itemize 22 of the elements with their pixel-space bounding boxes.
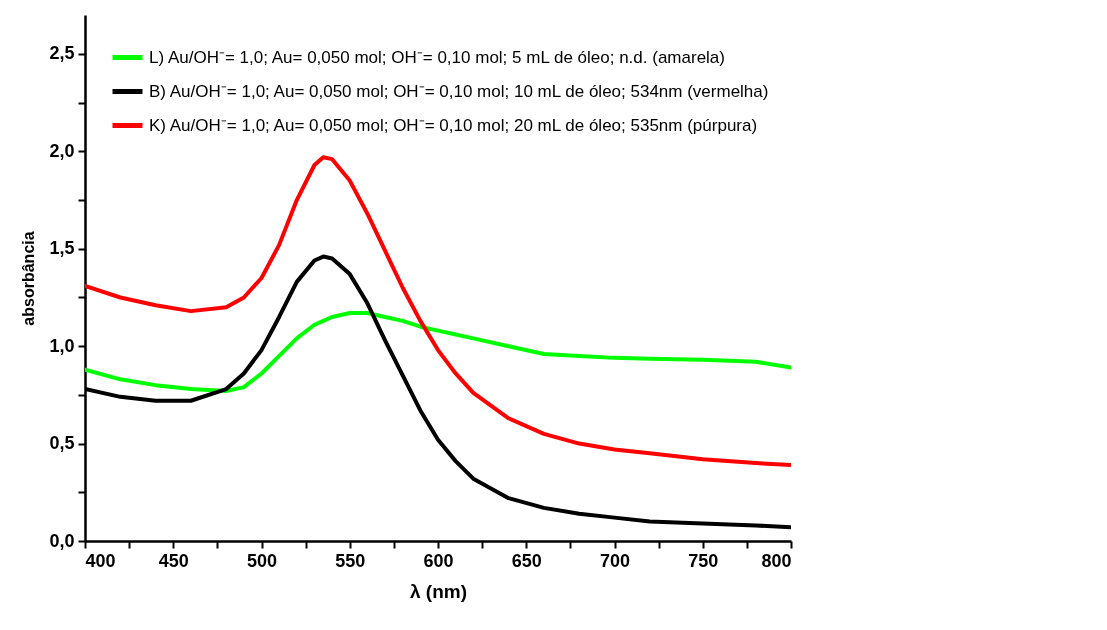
y-tick-label: 1,5: [49, 238, 75, 259]
x-tick-label: 550: [335, 550, 366, 571]
legend-label: L) Au/OH⁻= 1,0; Au= 0,050 mol; OH⁻= 0,10 mol; 5 mL de óleo; n.d. (amarela): [149, 47, 725, 67]
line-series: [85, 311, 791, 393]
y-tick-label: 0,0: [49, 530, 75, 551]
x-axis-title: λ (nm): [410, 580, 467, 602]
x-tick-label: 750: [688, 550, 719, 571]
y-tick-label: 0,5: [49, 433, 75, 454]
x-tick-label: 650: [511, 550, 542, 571]
x-tick-label: 600: [423, 550, 454, 571]
line-series: [85, 155, 791, 468]
legend-label: B) Au/OH⁻= 1,0; Au= 0,050 mol; OH⁻= 0,10 mol; 10 mL de óleo; 534nm (vermelha): [149, 81, 769, 101]
x-tick-label: 700: [599, 550, 631, 571]
y-tick-label: 2,5: [49, 43, 75, 64]
y-axis-title: absorbância: [20, 231, 38, 326]
y-tick-label: 2,0: [49, 140, 75, 161]
x-tick-label: 400: [85, 550, 116, 571]
x-tick-label: 800: [761, 550, 792, 571]
y-tick-label: 1,0: [49, 335, 75, 356]
x-tick-label: 450: [158, 550, 189, 571]
x-tick-label: 500: [246, 550, 278, 571]
legend-label: K) Au/OH⁻= 1,0; Au= 0,050 mol; OH⁻= 0,10 mol; 20 mL de óleo; 535nm (púrpura): [149, 115, 758, 135]
